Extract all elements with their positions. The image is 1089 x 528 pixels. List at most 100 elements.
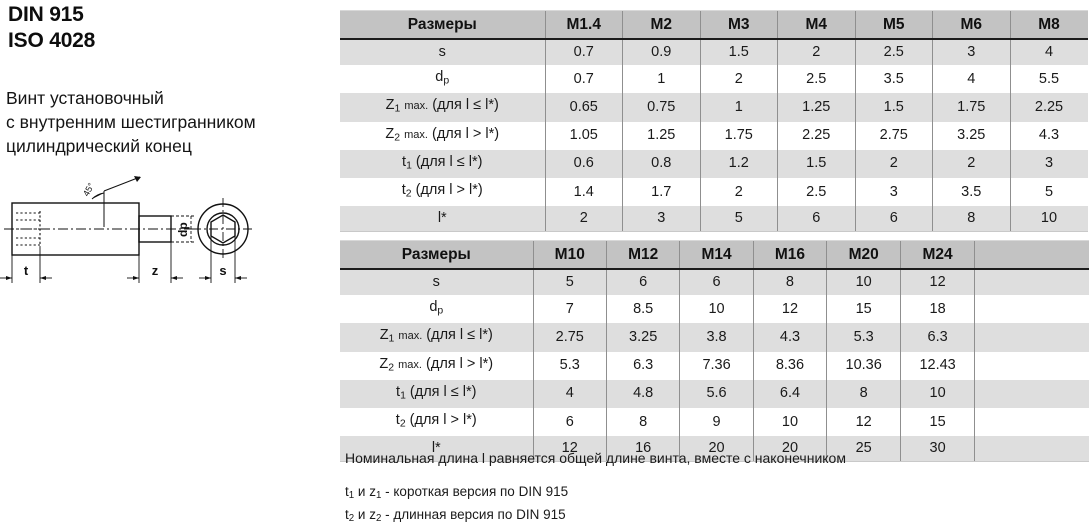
dimension-label-z: z [152,263,159,278]
table-2-header-row: Размеры M10 M12 M14 M16 M20 M24 [340,240,1089,270]
cell-m10: 4 [532,379,607,409]
cell-m5: 1.5 [854,93,933,122]
table-2-column-header-m24: M24 [900,240,975,270]
cell-m8: 3 [1009,149,1088,179]
standard-iso: ISO 4028 [8,29,96,52]
dimensions-table-small-sizes: Размеры M1.4 M2 M3 M4 M5 M6 M8 s 0.7 0.9 1.5 2 2.5 3 4… [340,10,1088,233]
cell-m10: 5.3 [532,351,607,380]
cell-m16: 8.36 [752,351,827,380]
cell-m24: 10 [900,379,975,409]
cell-m3: 5 [699,206,778,233]
row-label: s [340,269,534,295]
row-label: t1 (для l ≤ l*) [340,379,534,409]
table-1-column-header-m1.4: M1.4 [544,10,623,40]
row-label: Z1 max. (для l ≤ l*) [340,93,545,122]
cell-m20: 5.3 [826,323,901,352]
cell-m8: 4.3 [1009,121,1088,150]
cell-m20: 15 [826,295,901,324]
cell-m24: 12.43 [900,351,975,380]
cell-blank [974,269,1089,295]
table-row: l* 2 3 5 6 6 8 10 [340,206,1088,233]
cell-m3: 1.2 [699,149,778,179]
footnotes: Номинальная длина l равняется общей длин… [345,448,1045,528]
row-label: dp [340,295,534,324]
cell-m24: 6.3 [900,323,975,352]
dimension-t [0,247,52,283]
cell-m16: 8 [752,269,827,295]
cell-blank [974,436,1089,463]
cell-m2: 1.7 [622,178,700,207]
cell-m16: 20 [752,436,827,463]
cell-m6: 4 [932,65,1010,94]
cell-m24: 30 [900,436,975,463]
cell-m8: 10 [1009,206,1088,233]
cell-m16: 4.3 [752,323,827,352]
cell-m1.4: 1.05 [544,121,623,150]
cell-m5: 6 [854,206,933,233]
chamfer-angle-label: 45° [81,181,96,198]
cell-m14: 5.6 [679,379,754,409]
row-label: t2 (для l > l*) [340,408,534,437]
cell-m24: 12 [900,269,975,295]
cell-m4: 1.5 [777,149,855,179]
end-view-center-cross [192,198,254,260]
cell-m8: 5 [1009,178,1088,207]
spec-table-2: Размеры M10 M12 M14 M16 M20 M24 s 5 6 6 8 10 12 dp 7 8… [340,240,1089,463]
row-label: t1 (для l ≤ l*) [340,149,545,179]
cell-m14: 6 [679,269,754,295]
cell-m3: 2 [699,65,778,94]
cell-m10: 2.75 [532,323,607,352]
row-label: t2 (для l > l*) [340,178,545,207]
table-1-body: s 0.7 0.9 1.5 2 2.5 3 4 dp 0.7 1 2 2.5 3.5 4 5.5 Z1 max.… [340,39,1088,233]
cell-m12: 3.25 [605,323,680,352]
row-label: s [340,39,545,65]
row-label: Z2 max. (для l > l*) [340,121,545,150]
table-1-head: Размеры M1.4 M2 M3 M4 M5 M6 M8 [340,10,1088,40]
cell-m24: 15 [900,408,975,437]
cell-m14: 3.8 [679,323,754,352]
cell-m14: 20 [679,436,754,463]
cell-m3: 1.75 [699,121,778,150]
cell-m10: 7 [532,295,607,324]
row-label: l* [340,206,545,233]
left-info-panel: DIN 915 ISO 4028 Винт установочный с вну… [0,0,340,526]
footnote-long-version: t2 и z2 - длинная версия по DIN 915 [345,507,566,525]
table-row: s 0.7 0.9 1.5 2 2.5 3 4 [340,39,1088,65]
product-description-line-3: цилиндрический конец [6,136,192,156]
cell-m4: 6 [777,206,855,233]
table-1-column-header-m8: M8 [1009,10,1088,40]
table-row: dp 7 8.5 10 12 15 18 [340,295,1089,324]
row-label: dp [340,65,545,94]
table-2-label-header: Размеры [340,240,534,270]
footnote-short-version: t1 и z1 - короткая версия по DIN 915 [345,484,569,502]
cell-m24: 18 [900,295,975,324]
cell-m5: 3.5 [854,65,933,94]
cell-m6: 1.75 [932,93,1010,122]
table-2-head: Размеры M10 M12 M14 M16 M20 M24 [340,240,1089,270]
cell-m12: 4.8 [605,379,680,409]
cell-m1.4: 0.7 [544,65,623,94]
cell-m20: 12 [826,408,901,437]
dimension-label-dp: dp [176,222,190,237]
cell-m5: 2.5 [854,39,933,65]
cell-m2: 0.8 [622,149,700,179]
table-row: t1 (для l ≤ l*) 0.6 0.8 1.2 1.5 2 2 3 [340,149,1088,179]
cell-m4: 2.5 [777,178,855,207]
cell-m20: 25 [826,436,901,463]
table-2-column-header-m14: M14 [679,240,754,270]
table-row: Z2 max. (для l > l*) 5.3 6.3 7.36 8.36 10.36 1… [340,351,1089,380]
product-description-line-2: с внутренним шестигранником [6,112,256,132]
cell-blank [974,379,1089,409]
cell-m10: 6 [532,408,607,437]
table-row: Z1 max. (для l ≤ l*) 2.75 3.25 3.8 4.3 5.3 6.3 [340,323,1089,352]
cell-m12: 6 [605,269,680,295]
cell-m8: 5.5 [1009,65,1088,94]
cell-m1.4: 2 [544,206,623,233]
cell-m20: 10.36 [826,351,901,380]
table-1-column-header-m6: M6 [932,10,1010,40]
cell-m1.4: 0.6 [544,149,623,179]
cell-m10: 12 [532,436,607,463]
row-label: l* [340,436,534,463]
cell-blank [974,351,1089,380]
cell-m8: 2.25 [1009,93,1088,122]
